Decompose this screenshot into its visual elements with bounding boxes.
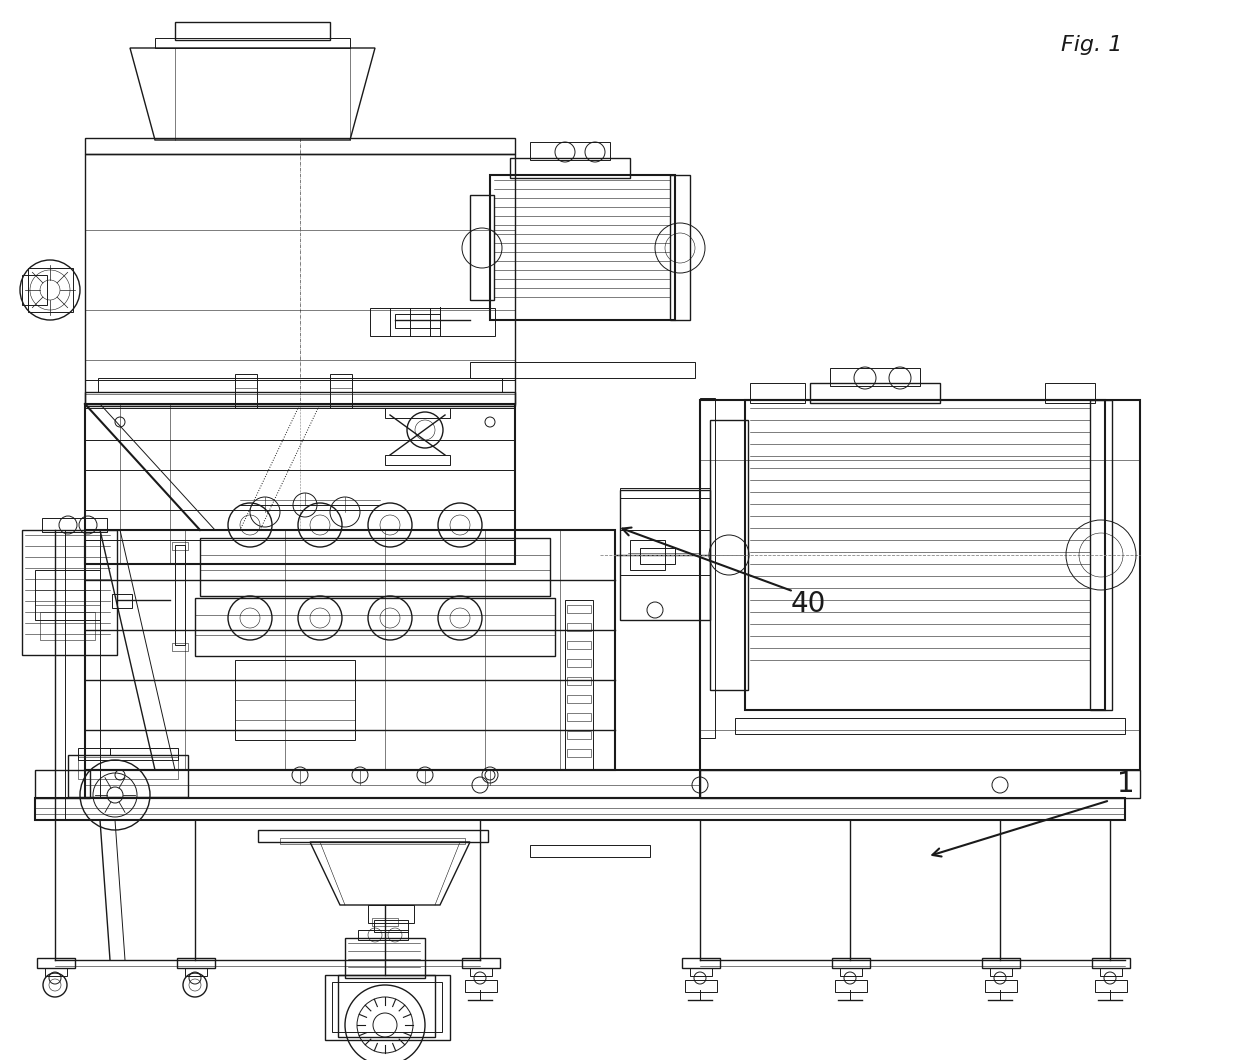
Bar <box>374 920 408 932</box>
Bar <box>37 958 74 968</box>
Bar <box>839 968 862 976</box>
Bar <box>640 548 675 564</box>
Bar <box>985 980 1017 992</box>
Bar <box>1090 400 1112 710</box>
Bar <box>372 918 398 926</box>
Bar <box>682 958 720 968</box>
Bar <box>22 275 47 305</box>
Bar <box>200 538 551 596</box>
Bar <box>1045 383 1095 403</box>
Bar <box>22 530 117 655</box>
Bar <box>86 154 515 404</box>
Bar <box>40 612 95 640</box>
Bar <box>86 770 701 798</box>
Text: 1: 1 <box>1117 771 1135 798</box>
Bar <box>567 695 591 703</box>
Bar <box>750 383 805 403</box>
Bar <box>670 175 689 320</box>
Bar <box>86 530 100 798</box>
Bar <box>465 980 497 992</box>
Bar <box>172 643 188 651</box>
Bar <box>86 404 515 564</box>
Bar <box>565 600 593 770</box>
Bar <box>86 392 515 406</box>
Bar <box>701 770 1140 798</box>
Bar <box>810 383 940 403</box>
Bar <box>345 938 425 978</box>
Bar <box>463 958 500 968</box>
Bar <box>35 570 100 620</box>
Bar <box>35 770 91 798</box>
Bar <box>236 374 257 408</box>
Bar <box>42 518 107 532</box>
Bar <box>470 195 494 300</box>
Bar <box>45 968 67 976</box>
Bar <box>510 158 630 178</box>
Bar <box>701 398 715 738</box>
Bar <box>567 731 591 739</box>
Bar <box>185 968 207 976</box>
Bar <box>86 379 515 408</box>
Bar <box>620 488 711 498</box>
Bar <box>567 677 591 685</box>
Text: 40: 40 <box>791 590 826 618</box>
Bar <box>396 314 440 328</box>
Bar <box>177 958 215 968</box>
Bar <box>258 830 489 842</box>
Bar <box>567 623 591 631</box>
Bar <box>1100 968 1122 976</box>
Bar <box>567 641 591 649</box>
Bar <box>735 718 1125 734</box>
Bar <box>567 749 591 757</box>
Bar <box>470 363 694 378</box>
Bar <box>384 408 450 418</box>
Bar <box>332 982 441 1032</box>
Bar <box>368 905 414 923</box>
Bar <box>490 175 675 320</box>
Bar <box>78 757 179 779</box>
Bar <box>112 594 131 608</box>
Text: Fig. 1: Fig. 1 <box>1060 35 1122 54</box>
Bar <box>330 374 352 408</box>
Bar <box>325 975 450 1040</box>
Bar <box>701 400 1140 770</box>
Bar <box>172 542 188 550</box>
Bar <box>236 660 355 740</box>
Bar <box>1095 980 1127 992</box>
Bar <box>830 368 920 386</box>
Bar <box>835 980 867 992</box>
Bar <box>98 378 502 392</box>
Bar <box>470 968 492 976</box>
Bar <box>384 455 450 465</box>
Bar <box>630 540 665 570</box>
Bar <box>78 748 179 760</box>
Bar <box>155 38 350 48</box>
Bar <box>175 545 185 644</box>
Bar <box>832 958 870 968</box>
Bar <box>68 755 188 797</box>
Bar <box>370 308 495 336</box>
Bar <box>280 838 465 844</box>
Bar <box>620 490 711 620</box>
Bar <box>358 930 408 940</box>
Bar <box>1092 958 1130 968</box>
Bar <box>567 659 591 667</box>
Bar <box>35 798 1125 820</box>
Bar <box>567 713 591 721</box>
Bar <box>195 598 556 656</box>
Bar <box>990 968 1012 976</box>
Bar <box>339 975 435 1037</box>
Bar <box>29 268 73 312</box>
Bar <box>86 530 615 770</box>
Bar <box>529 142 610 160</box>
Bar <box>529 845 650 856</box>
Bar <box>745 400 1105 710</box>
Bar <box>175 22 330 40</box>
Bar <box>689 968 712 976</box>
Bar <box>982 958 1021 968</box>
Bar <box>684 980 717 992</box>
Bar <box>86 138 515 154</box>
Bar <box>711 420 748 690</box>
Bar <box>567 605 591 613</box>
